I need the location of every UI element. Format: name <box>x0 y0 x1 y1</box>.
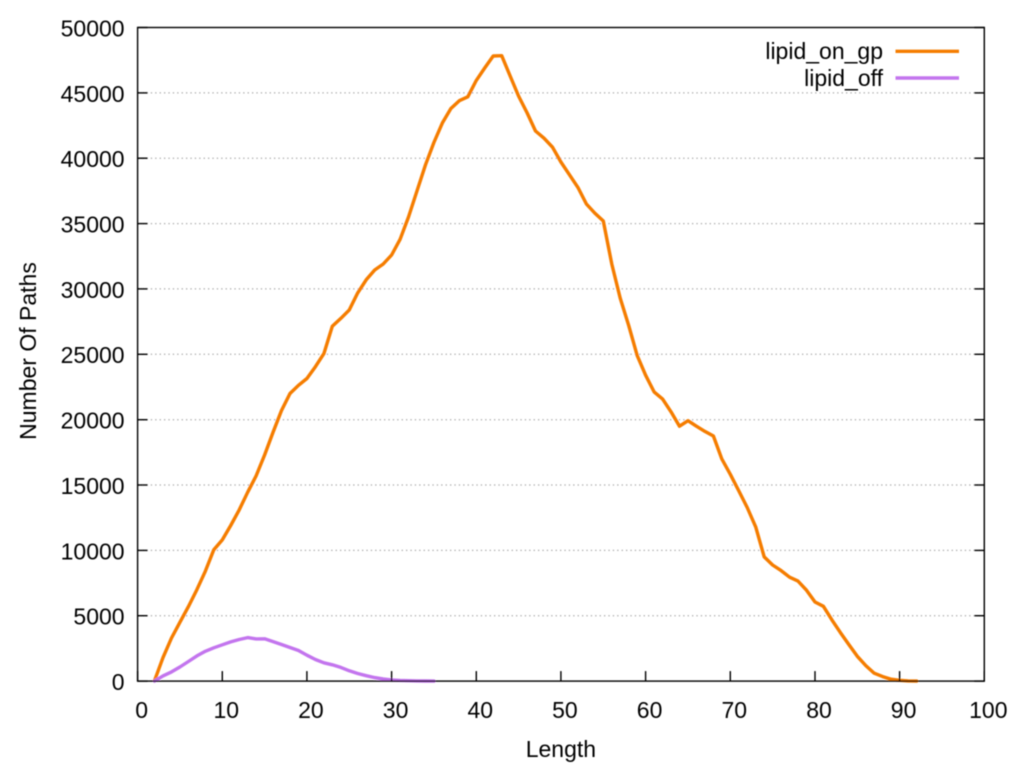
svg-text:30000: 30000 <box>61 277 125 303</box>
svg-text:10000: 10000 <box>61 538 125 564</box>
svg-text:0: 0 <box>135 697 148 723</box>
svg-text:40000: 40000 <box>61 146 125 172</box>
svg-text:50: 50 <box>552 697 578 723</box>
svg-text:Length: Length <box>526 736 596 762</box>
svg-text:lipid_off: lipid_off <box>804 65 883 91</box>
svg-text:70: 70 <box>722 697 748 723</box>
svg-text:20000: 20000 <box>61 408 125 434</box>
svg-text:45000: 45000 <box>61 81 125 107</box>
svg-text:Number Of Paths: Number Of Paths <box>15 262 41 440</box>
svg-text:60: 60 <box>637 697 663 723</box>
svg-text:30: 30 <box>383 697 409 723</box>
svg-text:0: 0 <box>112 669 125 695</box>
svg-text:5000: 5000 <box>73 604 124 630</box>
svg-text:20: 20 <box>298 697 324 723</box>
svg-text:15000: 15000 <box>61 473 125 499</box>
svg-text:100: 100 <box>969 697 1007 723</box>
svg-text:25000: 25000 <box>61 342 125 368</box>
svg-text:80: 80 <box>806 697 832 723</box>
svg-text:35000: 35000 <box>61 212 125 238</box>
svg-text:90: 90 <box>891 697 917 723</box>
svg-text:10: 10 <box>214 697 240 723</box>
svg-text:50000: 50000 <box>61 15 125 41</box>
svg-text:40: 40 <box>468 697 494 723</box>
svg-text:lipid_on_gp: lipid_on_gp <box>765 38 883 64</box>
